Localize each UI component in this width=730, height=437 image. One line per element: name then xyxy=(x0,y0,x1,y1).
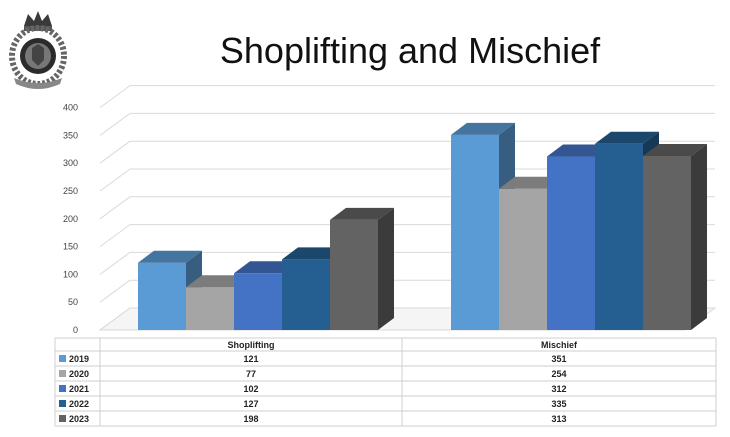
y-tick-label: 250 xyxy=(63,186,78,196)
legend-entry: 2021 xyxy=(69,384,89,394)
bar-front xyxy=(643,155,691,330)
y-tick-label: 0 xyxy=(73,325,78,335)
gridline-side xyxy=(99,140,131,164)
data-label: 312 xyxy=(551,384,566,394)
bar-top xyxy=(451,122,515,135)
data-table: Shoplifting Mischief 2019 121 351 2020 77 254 20… xyxy=(54,337,717,427)
bar-front xyxy=(186,287,234,330)
gridline-side xyxy=(99,251,131,275)
bar-front xyxy=(282,259,330,330)
category-label: Shoplifting xyxy=(228,340,275,350)
bar-front xyxy=(234,273,282,330)
rcmp-crest-icon xyxy=(9,11,67,89)
legend-swatch xyxy=(59,415,66,422)
bar-side xyxy=(378,207,394,330)
y-tick-label: 150 xyxy=(63,242,78,252)
bar-side xyxy=(691,143,707,330)
data-label: 198 xyxy=(243,414,258,424)
y-tick-label: 100 xyxy=(63,269,78,279)
gridline-side xyxy=(99,85,131,109)
gridline-side xyxy=(99,196,131,220)
data-label: 121 xyxy=(243,354,258,364)
y-tick-label: 400 xyxy=(63,103,78,113)
data-label: 77 xyxy=(246,369,256,379)
legend-entry: 2020 xyxy=(69,369,89,379)
chart-title: Shoplifting and Mischief xyxy=(219,30,601,71)
y-tick-label: 200 xyxy=(63,214,78,224)
legend-entry: 2022 xyxy=(69,399,89,409)
bar-front xyxy=(138,262,186,330)
bar-top xyxy=(330,207,394,220)
legend-swatch xyxy=(59,370,66,377)
y-tick-label: 50 xyxy=(68,297,78,307)
data-label: 254 xyxy=(551,369,566,379)
bar xyxy=(643,143,707,330)
bar-front xyxy=(451,134,499,330)
bar-top xyxy=(138,250,202,263)
bar-top xyxy=(643,143,707,156)
y-tick-label: 350 xyxy=(63,130,78,140)
bar-front xyxy=(595,143,643,330)
gridline-side xyxy=(99,168,131,192)
data-label: 127 xyxy=(243,399,258,409)
bar-top xyxy=(595,131,659,144)
bar-front xyxy=(499,188,547,330)
data-label: 351 xyxy=(551,354,566,364)
data-label: 313 xyxy=(551,414,566,424)
legend-entry: 2023 xyxy=(69,414,89,424)
category-label: Mischief xyxy=(541,340,578,350)
bar xyxy=(330,207,394,330)
data-label: 102 xyxy=(243,384,258,394)
y-tick-label: 300 xyxy=(63,158,78,168)
bar-front xyxy=(330,219,378,330)
legend-swatch xyxy=(59,355,66,362)
data-label: 335 xyxy=(551,399,566,409)
legend-entry: 2019 xyxy=(69,354,89,364)
bars xyxy=(138,122,707,331)
gridline-side xyxy=(99,279,131,303)
bar-front xyxy=(547,156,595,330)
gridline-side xyxy=(99,112,131,136)
legend-swatch xyxy=(59,385,66,392)
y-axis: 0 50 100 150 200 250 300 350 400 xyxy=(63,103,78,335)
legend-swatch xyxy=(59,400,66,407)
gridline-side xyxy=(99,224,131,248)
